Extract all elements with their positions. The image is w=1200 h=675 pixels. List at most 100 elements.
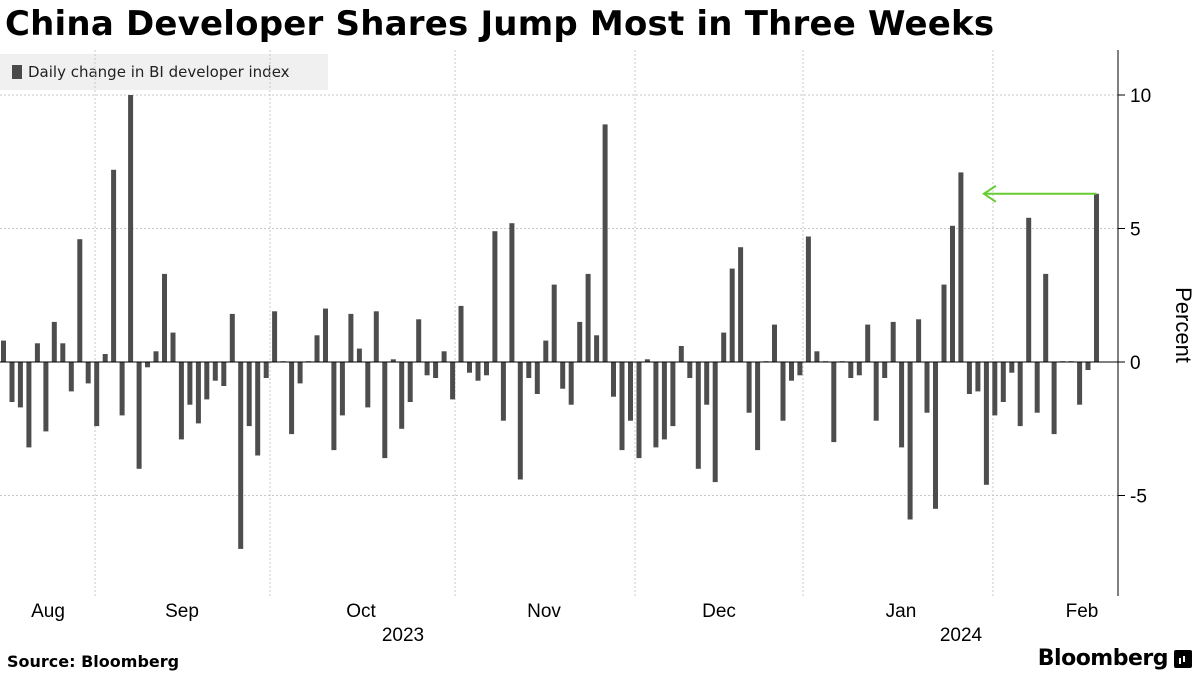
- bar: [339, 362, 345, 416]
- legend-label: Daily change in BI developer index: [28, 63, 290, 81]
- bar: [1026, 217, 1032, 362]
- bar: [551, 284, 557, 362]
- bar: [34, 343, 40, 362]
- bar: [941, 284, 947, 362]
- bar: [983, 362, 989, 485]
- bar: [890, 321, 896, 362]
- bar: [1000, 362, 1006, 402]
- bar: [992, 362, 998, 416]
- bar: [611, 362, 616, 397]
- bar: [966, 362, 972, 394]
- bar: [458, 305, 464, 362]
- bar: [221, 362, 227, 386]
- bar: [568, 362, 574, 405]
- bar: [712, 362, 718, 483]
- bar: [805, 236, 811, 362]
- bar: [848, 362, 854, 378]
- bar: [331, 362, 337, 451]
- bar: [755, 362, 761, 451]
- bar: [772, 324, 777, 362]
- y-tick-label: 10: [1130, 86, 1151, 107]
- legend: Daily change in BI developer index: [0, 54, 328, 90]
- bar: [373, 311, 379, 362]
- year-label: 2023: [382, 625, 424, 646]
- bar: [526, 362, 532, 378]
- bar: [534, 362, 540, 394]
- bar: [145, 362, 150, 368]
- bar: [390, 359, 396, 362]
- bar: [1, 340, 6, 362]
- bar: [865, 324, 871, 362]
- bar: [907, 362, 913, 520]
- bar: [416, 319, 422, 362]
- bar: [704, 362, 710, 405]
- bar: [433, 362, 439, 378]
- bar: [670, 362, 676, 427]
- bar: [407, 362, 413, 402]
- bar: [467, 362, 472, 373]
- source-name: Bloomberg: [81, 652, 180, 671]
- bar: [738, 247, 744, 362]
- bar: [687, 362, 693, 378]
- bar: [1017, 362, 1023, 427]
- bar: [1085, 362, 1091, 370]
- x-tick-label: Nov: [527, 601, 561, 622]
- bar: [577, 321, 583, 362]
- bar: [950, 225, 955, 362]
- bar: [1043, 273, 1049, 362]
- bar: [560, 362, 566, 389]
- bar: [543, 340, 549, 362]
- y-tick-label: 5: [1130, 220, 1141, 241]
- bar: [26, 362, 32, 448]
- bar: [77, 239, 83, 362]
- bar: [924, 362, 930, 413]
- x-tick-label: Feb: [1066, 601, 1099, 622]
- bar: [1051, 362, 1057, 435]
- bar: [162, 273, 167, 362]
- legend-swatch: [12, 65, 22, 79]
- bar: [178, 362, 184, 440]
- bar: [484, 362, 489, 376]
- bar: [678, 346, 684, 362]
- bar: [399, 362, 405, 429]
- bar: [68, 362, 74, 392]
- bar: [195, 362, 201, 424]
- bar: [1009, 362, 1015, 373]
- bar: [619, 362, 625, 451]
- bar: [975, 362, 981, 392]
- bar: [933, 362, 938, 509]
- bar: [356, 348, 362, 362]
- bar: [263, 362, 269, 378]
- bar: [1094, 193, 1099, 362]
- brand-name: Bloomberg: [1037, 646, 1169, 671]
- bar: [60, 343, 66, 362]
- bar: [424, 362, 430, 376]
- bar: [594, 335, 600, 362]
- year-label: 2024: [940, 625, 983, 646]
- bar: [246, 362, 252, 427]
- bar: [272, 311, 278, 362]
- bar: [721, 332, 727, 362]
- bar: [492, 231, 498, 362]
- x-tick-label: Sep: [165, 601, 199, 622]
- bar: [187, 362, 193, 405]
- x-tick-label: Aug: [31, 601, 65, 622]
- bar: [628, 362, 633, 421]
- y-axis-title: Percent: [1171, 287, 1196, 363]
- bar: [382, 362, 388, 459]
- bar: [204, 362, 210, 400]
- bar: [128, 95, 134, 362]
- bar: [238, 362, 244, 549]
- bar: [94, 362, 100, 427]
- bar: [653, 362, 659, 448]
- bar: [153, 351, 159, 362]
- source-note: Source: Bloomberg: [7, 652, 179, 671]
- bar: [916, 319, 922, 362]
- bar: [882, 362, 888, 378]
- bar: [229, 313, 235, 362]
- bar: [450, 362, 456, 400]
- bloomberg-logo-icon: [1174, 649, 1192, 668]
- bar: [746, 362, 752, 413]
- bar: [255, 362, 261, 456]
